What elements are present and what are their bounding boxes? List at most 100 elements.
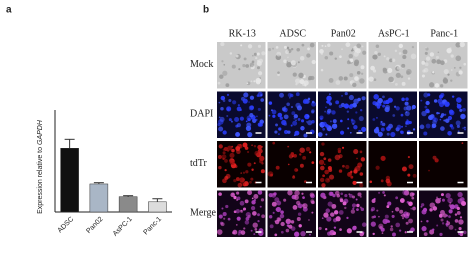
- cell: [247, 118, 251, 122]
- cell: [321, 142, 325, 146]
- cell: [254, 150, 260, 156]
- cell: [453, 66, 456, 69]
- cell: [301, 43, 305, 47]
- micrograph: [267, 190, 316, 237]
- cell: [257, 107, 261, 111]
- cell: [409, 192, 415, 197]
- cell: [231, 148, 235, 153]
- cell: [402, 55, 407, 60]
- cell: [218, 116, 221, 119]
- cell: [261, 214, 265, 219]
- cell: [239, 177, 245, 183]
- cell: [327, 108, 332, 114]
- cell: [372, 232, 375, 236]
- cell: [362, 50, 367, 55]
- cell: [349, 131, 352, 134]
- cell: [250, 177, 254, 181]
- cell: [445, 192, 451, 199]
- cell: [380, 127, 385, 132]
- cell: [328, 78, 334, 83]
- bar: [118, 196, 138, 213]
- cell: [447, 73, 450, 76]
- cell: [253, 80, 256, 83]
- cell: [274, 130, 278, 134]
- cell: [445, 223, 448, 226]
- cell: [252, 211, 257, 216]
- cell: [386, 132, 390, 136]
- cell: [353, 149, 359, 155]
- cell: [319, 151, 325, 157]
- cell: [350, 118, 354, 122]
- cell: [222, 70, 228, 76]
- cell: [327, 158, 332, 162]
- cell: [345, 42, 351, 48]
- cell: [287, 163, 290, 166]
- cell: [419, 124, 425, 130]
- cell: [256, 52, 260, 56]
- cell: [401, 125, 404, 128]
- cell: [423, 232, 428, 237]
- cell: [401, 166, 407, 172]
- cell: [421, 226, 427, 232]
- cell: [275, 165, 280, 170]
- cell: [378, 223, 384, 229]
- cell: [361, 72, 364, 75]
- cell: [440, 210, 445, 215]
- cell: [293, 134, 296, 137]
- cell: [347, 118, 350, 121]
- cell: [286, 46, 290, 50]
- cell: [234, 165, 238, 168]
- cell: [420, 99, 423, 102]
- cell: [387, 201, 392, 206]
- cell: [331, 230, 334, 233]
- cell: [290, 47, 294, 51]
- cell: [258, 58, 264, 64]
- cell: [272, 47, 275, 50]
- cell: [405, 120, 409, 125]
- cell: [424, 51, 428, 55]
- cell: [249, 62, 255, 67]
- cell: [386, 205, 390, 209]
- cell: [326, 95, 332, 102]
- micrograph: [419, 141, 468, 188]
- cell: [287, 190, 293, 196]
- cell: [380, 179, 384, 183]
- cell: [450, 54, 454, 58]
- cell: [440, 193, 444, 197]
- cell: [378, 215, 380, 218]
- cell: [328, 93, 331, 96]
- cell: [293, 117, 296, 120]
- column-header: ADSC: [279, 28, 306, 39]
- cell: [348, 193, 353, 198]
- cell: [406, 212, 411, 217]
- cell: [392, 232, 396, 237]
- cell: [361, 126, 367, 132]
- cell: [420, 220, 423, 223]
- cell: [236, 216, 241, 221]
- cell: [327, 43, 331, 48]
- cell: [292, 175, 296, 179]
- cell: [251, 168, 254, 171]
- cell: [281, 119, 287, 126]
- cell: [348, 104, 354, 110]
- cell: [235, 209, 240, 214]
- cell: [350, 170, 353, 173]
- cell: [346, 228, 352, 234]
- cell: [307, 114, 310, 118]
- cell: [421, 60, 426, 65]
- cell: [331, 203, 337, 209]
- cell: [398, 43, 404, 49]
- cell: [431, 228, 435, 231]
- cell: [237, 104, 240, 107]
- cell: [435, 55, 440, 59]
- cell: [353, 98, 359, 105]
- cell: [261, 145, 264, 148]
- row-label: Merge: [190, 208, 216, 219]
- cell: [296, 217, 301, 222]
- cell: [395, 196, 399, 200]
- cell: [440, 115, 443, 119]
- cell: [327, 201, 333, 207]
- cell: [253, 162, 256, 165]
- cell: [428, 82, 435, 88]
- cell: [245, 212, 251, 218]
